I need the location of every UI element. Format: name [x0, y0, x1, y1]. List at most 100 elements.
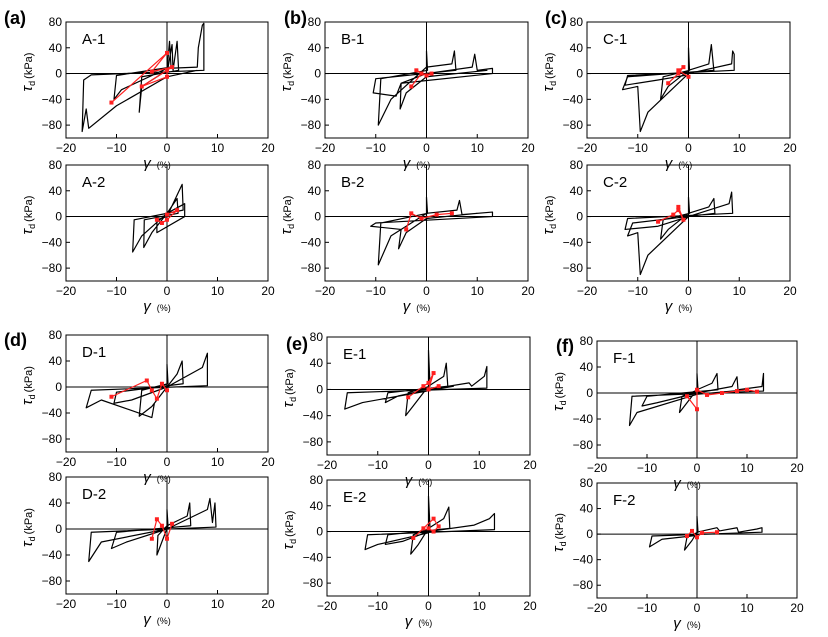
x-tick-label: 0 [164, 141, 171, 155]
y-tick-label: −80 [303, 435, 324, 449]
panel-letter: (d) [4, 330, 27, 350]
panel-name: E-2 [343, 489, 366, 506]
marker-point [426, 387, 431, 392]
y-axis-label-symbol: τ [540, 84, 557, 91]
y-axis-label: τd (kPa) [278, 53, 296, 92]
x-axis-label-unit: (%) [687, 480, 701, 490]
marker-point [700, 530, 704, 535]
x-tick-label: 20 [790, 601, 804, 615]
x-tick-label: −10 [368, 458, 389, 472]
y-tick-label: 40 [308, 184, 322, 198]
x-tick-label: −10 [628, 141, 649, 155]
x-axis-label-symbol: γ [403, 298, 412, 315]
x-axis-label-unit: (%) [687, 620, 701, 630]
y-axis-label: τd (kPa) [19, 366, 37, 405]
marker-point [690, 528, 694, 533]
y-tick-label: −80 [573, 438, 594, 452]
marker-point [165, 217, 169, 222]
marker-point [409, 211, 414, 216]
panel-name: C-2 [603, 174, 627, 191]
y-tick-label: 40 [49, 496, 63, 510]
y-axis-label-symbol: τ [550, 545, 567, 552]
marker-point [426, 380, 431, 385]
y-tick-label: 80 [308, 158, 322, 172]
marker-point [715, 530, 719, 535]
x-axis-label-symbol: γ [143, 611, 152, 628]
panel-letter: (a) [4, 8, 26, 28]
test-curve-c-2 [624, 191, 734, 276]
y-tick-label: 40 [310, 499, 324, 513]
marker-point [755, 389, 759, 394]
x-tick-label: 10 [740, 461, 754, 475]
marker-point [109, 100, 114, 105]
marker-point [165, 74, 169, 79]
y-tick-label: 0 [314, 210, 321, 224]
x-tick-label: 10 [211, 455, 225, 469]
x-tick-label: −20 [315, 284, 336, 298]
marker-point [685, 534, 689, 539]
marker-point [426, 526, 431, 531]
x-tick-label: −10 [366, 284, 387, 298]
y-axis-label-subscript: d [27, 224, 37, 229]
y-axis-label: τd (kPa) [540, 196, 558, 235]
x-tick-label: −20 [577, 141, 598, 155]
test-curve-c-1 [621, 43, 735, 133]
x-axis-label: γ (%) [143, 611, 171, 628]
y-axis-label-symbol: τ [278, 84, 295, 91]
x-axis-label-unit: (%) [157, 303, 171, 313]
y-tick-label: 40 [580, 360, 594, 374]
x-tick-label: 20 [261, 284, 275, 298]
y-axis-label-subscript: d [286, 224, 296, 229]
y-tick-label: 0 [316, 525, 323, 539]
y-tick-label: 80 [310, 330, 324, 344]
x-axis-label: γ (%) [405, 613, 433, 630]
panel-name: D-2 [82, 486, 106, 503]
panel-name: B-2 [341, 174, 364, 191]
y-axis-label-subscript: d [548, 81, 558, 86]
x-tick-label: 20 [790, 461, 804, 475]
y-tick-label: 80 [49, 15, 63, 29]
y-axis-label-subscript: d [288, 397, 298, 402]
x-tick-label: 0 [164, 284, 171, 298]
y-axis-label-unit: (kPa) [23, 366, 35, 392]
marker-point [436, 384, 441, 389]
y-tick-label: −80 [42, 118, 63, 132]
marker-point [429, 71, 434, 76]
marker-point [695, 535, 699, 540]
x-axis-label-symbol: γ [143, 155, 152, 172]
marker-point [676, 204, 681, 209]
x-axis-label-symbol: γ [673, 615, 682, 632]
marker-point [409, 84, 414, 89]
marker-point [436, 524, 441, 529]
x-tick-label: 20 [783, 284, 797, 298]
marker-point [424, 73, 429, 78]
subplot-e-2: 80 40 0 −40 −80 −20 −10 0 10 20 τd (kPa) γ (%) E-2 [280, 473, 537, 630]
marker-point [414, 68, 419, 73]
subplot-f-2: 80 40 0 −40 −80 −20 −10 0 10 20 τd (kPa) γ (%) F-2 [550, 476, 804, 632]
marker-point [720, 391, 724, 395]
x-tick-label: −20 [56, 597, 77, 611]
x-axis-label: γ (%) [143, 298, 171, 315]
y-axis-label: τd (kPa) [19, 53, 37, 92]
x-tick-label: 20 [523, 458, 537, 472]
y-axis-label-symbol: τ [540, 227, 557, 234]
marker-point [421, 384, 426, 389]
y-tick-label: 40 [570, 184, 584, 198]
x-tick-label: 10 [211, 284, 225, 298]
x-tick-label: 0 [425, 599, 432, 613]
x-tick-label: −10 [106, 455, 127, 469]
marker-point [666, 81, 671, 86]
x-tick-label: 0 [694, 601, 701, 615]
marker-point [735, 389, 739, 394]
test-curve-e-1 [344, 349, 488, 417]
x-tick-label: −10 [628, 284, 649, 298]
marker-point [159, 221, 164, 225]
y-tick-label: −40 [301, 235, 322, 249]
y-axis-label-subscript: d [558, 400, 568, 405]
